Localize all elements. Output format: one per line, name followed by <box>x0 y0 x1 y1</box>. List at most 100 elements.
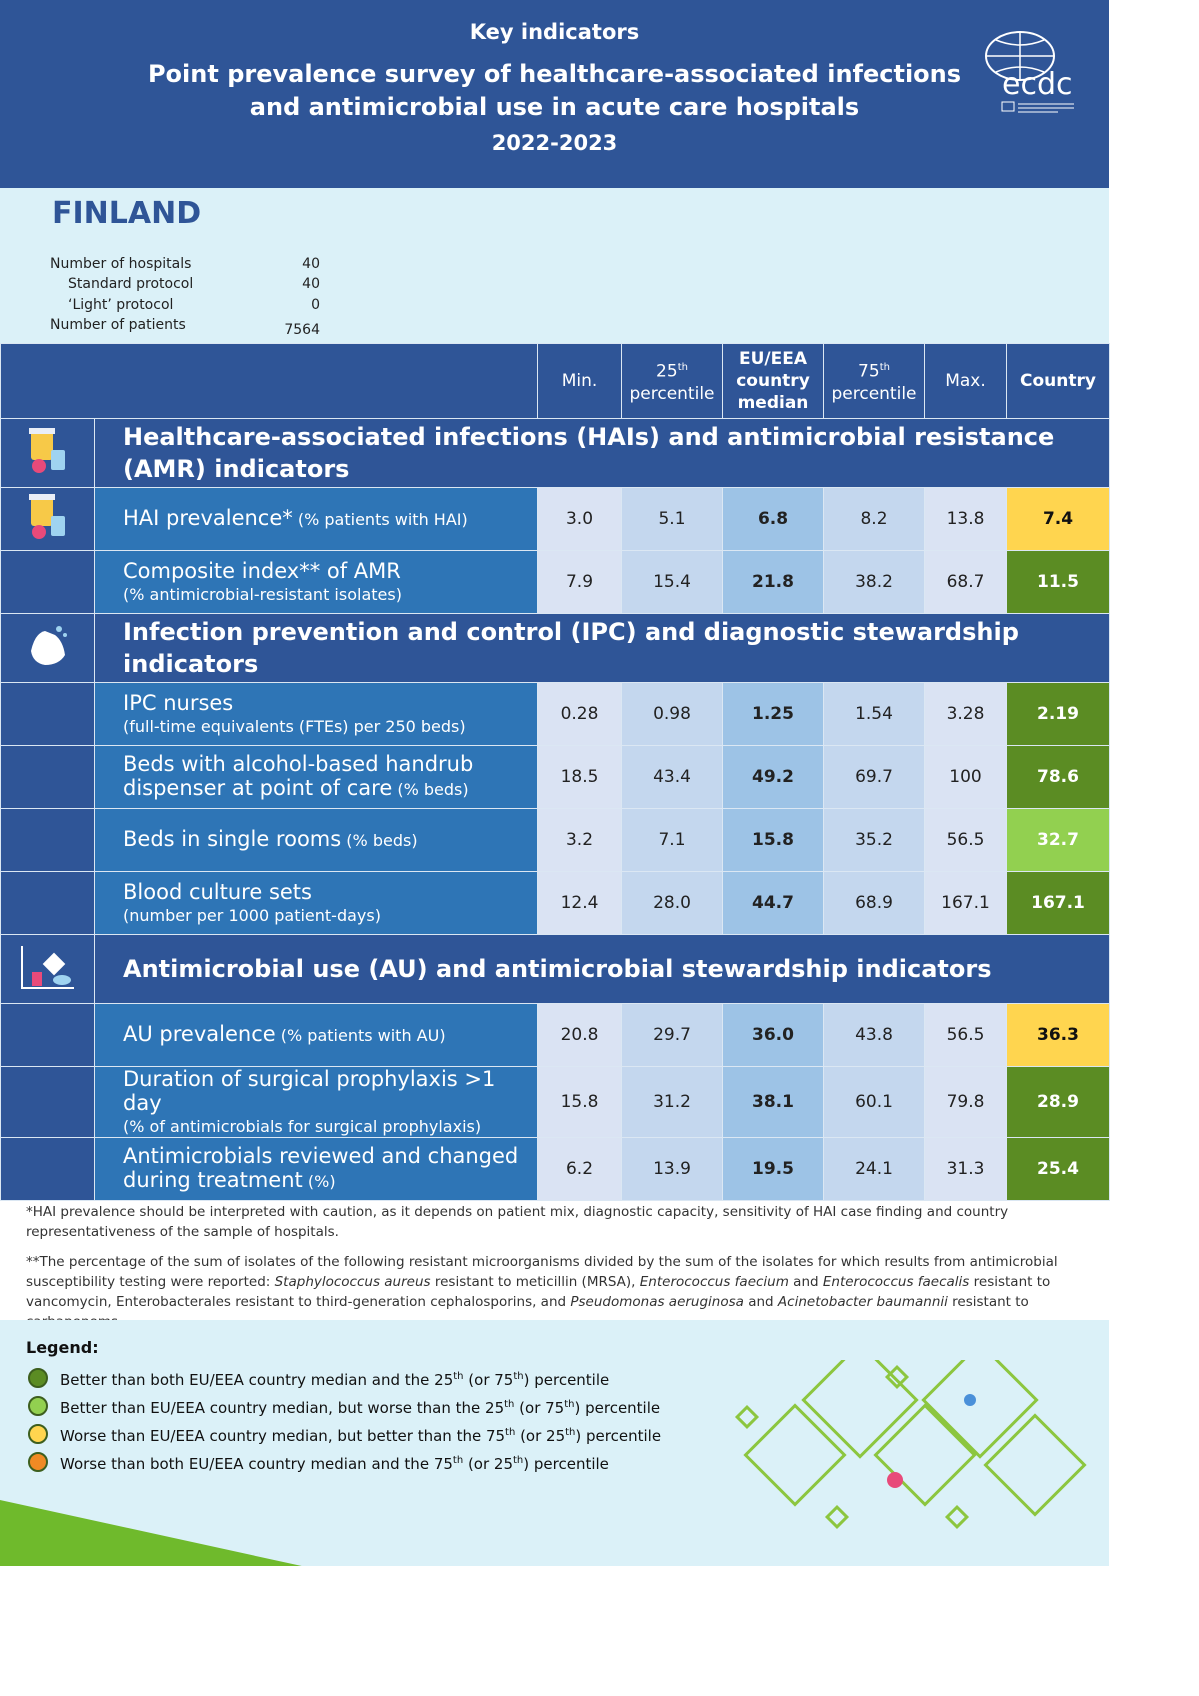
header-banner: Key indicators Point prevalence survey o… <box>0 0 1109 188</box>
value-min: 20.8 <box>537 1003 622 1067</box>
indicator-label: Beds with alcohol-based handrub dispense… <box>94 745 538 809</box>
value-p75: 43.8 <box>823 1003 925 1067</box>
value-p25: 7.1 <box>621 808 723 872</box>
row-icon-cell <box>0 745 95 809</box>
indicator-label: Duration of surgical prophylaxis >1 day (… <box>94 1066 538 1138</box>
value-median: 21.8 <box>722 550 824 614</box>
row-icon-cell <box>0 550 95 614</box>
indicator-row: HAI prevalence* (% patients with HAI) 3.0… <box>0 487 1110 551</box>
value-p75: 1.54 <box>823 682 925 746</box>
value-median: 19.5 <box>722 1137 824 1201</box>
value-p25: 43.4 <box>621 745 723 809</box>
legend-text: Better than both EU/EEA country median a… <box>60 1371 454 1389</box>
value-country: 78.6 <box>1006 745 1110 809</box>
value-p75: 68.9 <box>823 871 925 935</box>
indicator-row: Beds with alcohol-based handrub dispense… <box>0 745 1110 809</box>
stat-value: 40 <box>302 256 320 272</box>
indicator-unit-line: (number per 1000 patient-days) <box>123 906 381 925</box>
value-p75: 35.2 <box>823 808 925 872</box>
value-max: 56.5 <box>924 1003 1007 1067</box>
medicine-bottles-icon <box>0 418 95 488</box>
green-wedge-decoration <box>0 1500 302 1566</box>
value-p75: 69.7 <box>823 745 925 809</box>
stat-label: ‘Light’ protocol <box>68 297 174 313</box>
value-max: 13.8 <box>924 487 1007 551</box>
value-median: 38.1 <box>722 1066 824 1138</box>
legend-title: Legend: <box>26 1338 99 1357</box>
legend-text: ) percentile <box>574 1399 661 1417</box>
value-p75: 8.2 <box>823 487 925 551</box>
legend-text: (or 75 <box>463 1371 514 1389</box>
legend-item-orange: Worse than both EU/EEA country median an… <box>28 1452 609 1473</box>
value-min: 3.0 <box>537 487 622 551</box>
pills-chart-icon <box>0 934 95 1004</box>
survey-years: 2022-2023 <box>491 131 618 155</box>
footnote-segment: Acinetobacter baumannii <box>777 1294 948 1310</box>
col-median: EU/EEA country median <box>722 343 824 419</box>
section-title: Antimicrobial use (AU) and antimicrobial… <box>94 934 1110 1004</box>
legend-item-dark-green: Better than both EU/EEA country median a… <box>28 1368 609 1389</box>
value-min: 15.8 <box>537 1066 622 1138</box>
value-p25: 13.9 <box>621 1137 723 1201</box>
status-dot-icon <box>28 1424 48 1444</box>
value-median: 49.2 <box>722 745 824 809</box>
legend-item-light-green: Better than EU/EEA country median, but w… <box>28 1396 660 1417</box>
footnote-segment: resistant to meticillin (MRSA), <box>430 1274 640 1290</box>
stat-label: Number of patients <box>50 317 186 333</box>
legend-text: th <box>513 1371 524 1382</box>
stat-value: 40 <box>302 276 320 292</box>
col-max: Max. <box>924 343 1007 419</box>
indicators-table: Min. 25th percentile EU/EEA country median … <box>0 343 1110 1201</box>
value-country: 167.1 <box>1006 871 1110 935</box>
footnote-segment: Enterococcus faecalis <box>822 1274 970 1290</box>
row-icon-cell <box>0 682 95 746</box>
legend-text: th <box>513 1455 524 1466</box>
value-p25: 29.7 <box>621 1003 723 1067</box>
row-icon-cell <box>0 808 95 872</box>
country-name: FINLAND <box>52 196 202 231</box>
indicator-label: HAI prevalence* (% patients with HAI) <box>94 487 538 551</box>
footnote-segment: Pseudomonas aeruginosa <box>570 1294 744 1310</box>
value-median: 6.8 <box>722 487 824 551</box>
stat-value: 0 <box>311 297 320 313</box>
col-p75: 75th percentile <box>823 343 925 419</box>
section-title: Infection prevention and control (IPC) a… <box>94 613 1110 683</box>
title-line-1: Point prevalence survey of healthcare-as… <box>147 60 962 88</box>
header-blank <box>0 343 538 419</box>
value-country: 2.19 <box>1006 682 1110 746</box>
indicator-name: Composite index** of AMR <box>123 559 401 583</box>
value-min: 12.4 <box>537 871 622 935</box>
title-line-2: and antimicrobial use in acute care hosp… <box>249 93 860 121</box>
row-icon-cell <box>0 871 95 935</box>
indicator-unit: (% beds) <box>392 780 469 799</box>
value-p75: 60.1 <box>823 1066 925 1138</box>
indicator-row: Beds in single rooms (% beds) 3.2 7.1 15.8 3… <box>0 808 1110 872</box>
col-min: Min. <box>537 343 622 419</box>
value-min: 0.28 <box>537 682 622 746</box>
indicator-name: HAI prevalence* <box>123 506 293 530</box>
stat-value: 7564 <box>284 322 320 338</box>
medicine-bottles-icon <box>0 487 95 551</box>
indicator-row: Composite index** of AMR (% antimicrobial… <box>0 550 1110 614</box>
page-title: Point prevalence survey of healthcare-as… <box>0 58 1109 124</box>
footnote-segment: and <box>788 1274 823 1290</box>
legend-text: (or 25 <box>463 1455 513 1473</box>
icons-diamond-decoration <box>734 1360 1087 1530</box>
status-dot-icon <box>28 1452 48 1472</box>
indicator-row: AU prevalence (% patients with AU) 20.8 29… <box>0 1003 1110 1067</box>
legend-text: th <box>565 1427 576 1438</box>
indicator-row: IPC nurses (full-time equivalents (FTEs) … <box>0 682 1110 746</box>
value-p75: 38.2 <box>823 550 925 614</box>
footnote-segment: **The percentage of the sum of isolates … <box>26 1254 1058 1290</box>
footnote-segment: and <box>743 1294 778 1310</box>
value-country: 11.5 <box>1006 550 1110 614</box>
col-p25: 25th percentile <box>621 343 723 419</box>
indicator-unit-line: (% antimicrobial-resistant isolates) <box>123 585 402 604</box>
value-median: 36.0 <box>722 1003 824 1067</box>
legend-text: th <box>453 1371 464 1382</box>
indicator-label: Antimicrobials reviewed and changed duri… <box>94 1137 538 1201</box>
value-min: 6.2 <box>537 1137 622 1201</box>
value-max: 3.28 <box>924 682 1007 746</box>
value-p75: 24.1 <box>823 1137 925 1201</box>
indicator-unit: (% beds) <box>341 831 418 850</box>
